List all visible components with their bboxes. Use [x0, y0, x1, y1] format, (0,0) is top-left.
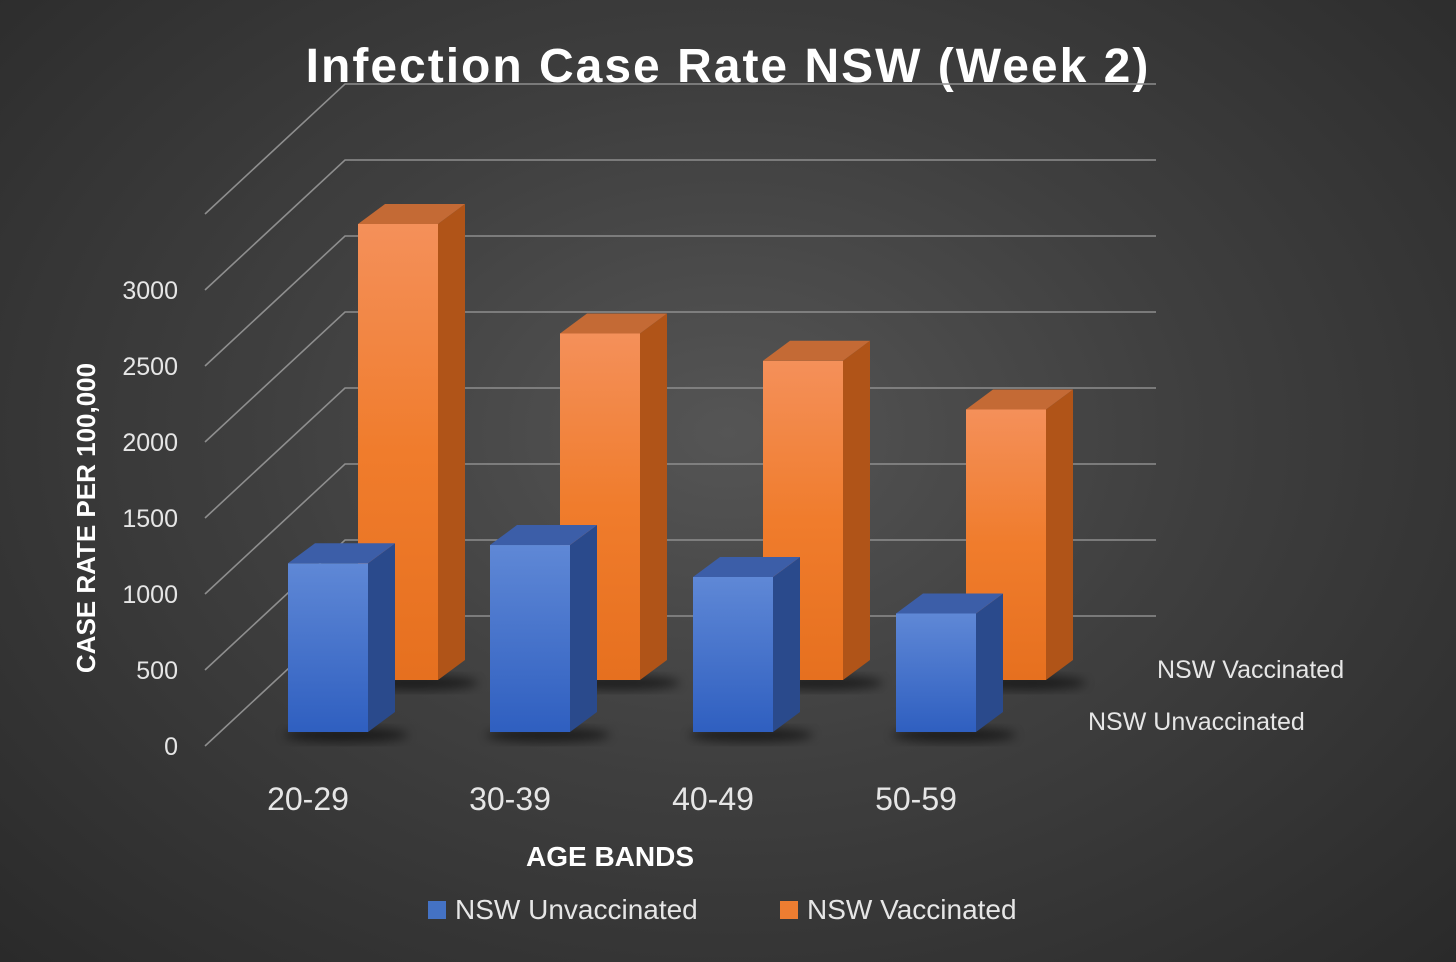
legend-label-nsw-unvaccinated: NSW Unvaccinated [455, 894, 698, 925]
x-axis-label: AGE BANDS [526, 841, 694, 872]
x-tick-label: 40-49 [672, 781, 754, 817]
y-tick-label: 500 [136, 657, 178, 685]
y-axis-label: CASE RATE PER 100,000 [71, 363, 101, 673]
depth-axis-labels: NSW Vaccinated NSW Unvaccinated [1088, 656, 1344, 736]
chart-title: Infection Case Rate NSW (Week 2) [306, 40, 1151, 93]
gridline [204, 539, 1156, 671]
gridline [204, 159, 1156, 291]
bar-nsw-unvaccinated-20-29 [284, 543, 408, 742]
x-tick-label: 50-59 [875, 781, 957, 817]
legend-label-nsw-vaccinated: NSW Vaccinated [807, 894, 1017, 925]
depth-label-nsw-vaccinated: NSW Vaccinated [1157, 656, 1344, 684]
bar-nsw-unvaccinated-40-49 [689, 556, 813, 742]
y-tick-label: 2500 [122, 353, 178, 381]
gridline [204, 83, 1156, 215]
bar-nsw-unvaccinated-30-39 [486, 525, 610, 742]
legend-swatch-nsw-unvaccinated [428, 901, 446, 919]
gridline [204, 235, 1156, 367]
bars [284, 204, 1086, 742]
y-tick-label: 1000 [122, 581, 178, 609]
bar-nsw-vaccinated-30-39 [556, 313, 680, 690]
y-axis-ticks: 0 500 1000 1500 2000 2500 3000 [122, 277, 178, 761]
bar-nsw-vaccinated-20-29 [354, 204, 478, 690]
x-axis-ticks: 20-29 30-39 40-49 50-59 [267, 781, 957, 817]
gridlines [204, 83, 1156, 747]
y-tick-label: 2000 [122, 429, 178, 457]
x-tick-label: 30-39 [469, 781, 551, 817]
legend-swatch-nsw-vaccinated [780, 901, 798, 919]
legend: NSW Unvaccinated NSW Vaccinated [428, 894, 1017, 925]
x-tick-label: 20-29 [267, 781, 349, 817]
depth-label-nsw-unvaccinated: NSW Unvaccinated [1088, 708, 1305, 736]
gridline [204, 311, 1156, 443]
y-tick-label: 0 [164, 733, 178, 761]
gridline [204, 387, 1156, 519]
y-tick-label: 1500 [122, 505, 178, 533]
gridline [204, 463, 1156, 595]
bar-nsw-unvaccinated-50-59 [892, 593, 1016, 742]
y-tick-label: 3000 [122, 277, 178, 305]
